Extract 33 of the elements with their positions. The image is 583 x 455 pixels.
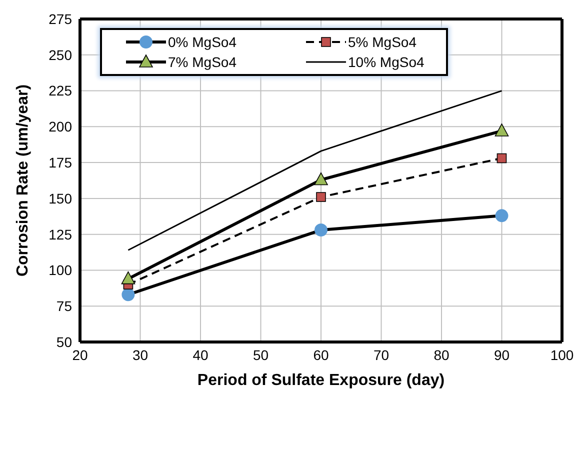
point bbox=[314, 172, 328, 186]
y-tick-label: 75 bbox=[56, 298, 72, 314]
point bbox=[496, 153, 507, 164]
legend-label: 5% MgSo4 bbox=[348, 34, 416, 50]
y-tick-label: 225 bbox=[48, 82, 72, 99]
x-axis-title: Period of Sulfate Exposure (day) bbox=[197, 372, 445, 389]
x-tick-label: 50 bbox=[252, 346, 269, 363]
point bbox=[122, 288, 135, 302]
y-axis-title: Corrosion Rate (um/year) bbox=[14, 84, 32, 277]
point bbox=[495, 209, 508, 222]
x-tick-label: 70 bbox=[373, 346, 390, 363]
point bbox=[314, 224, 328, 237]
y-tick-label: 150 bbox=[48, 190, 72, 206]
point bbox=[316, 192, 326, 202]
x-tick-label: 60 bbox=[313, 346, 329, 363]
point bbox=[494, 124, 509, 136]
y-tick-label: 200 bbox=[48, 118, 72, 135]
x-tick-label: 90 bbox=[494, 346, 510, 363]
y-tick-label: 175 bbox=[48, 154, 72, 171]
legend-label: 10% MgSo4 bbox=[348, 54, 424, 70]
y-tick-label: 125 bbox=[48, 226, 72, 242]
x-tick-label: 100 bbox=[550, 346, 574, 363]
point bbox=[121, 271, 136, 284]
legend-label: 7% MgSo4 bbox=[168, 54, 236, 70]
legend-label: 0% MgSo4 bbox=[168, 34, 236, 50]
x-tick-label: 30 bbox=[132, 346, 148, 363]
y-tick-label: 250 bbox=[48, 46, 72, 63]
x-tick-label: 40 bbox=[192, 346, 208, 363]
y-tick-label: 275 bbox=[48, 10, 72, 27]
x-tick-label: 80 bbox=[434, 346, 450, 363]
y-tick-label: 100 bbox=[48, 262, 72, 278]
x-tick-label: 20 bbox=[72, 346, 88, 363]
y-tick-label: 50 bbox=[56, 334, 72, 350]
